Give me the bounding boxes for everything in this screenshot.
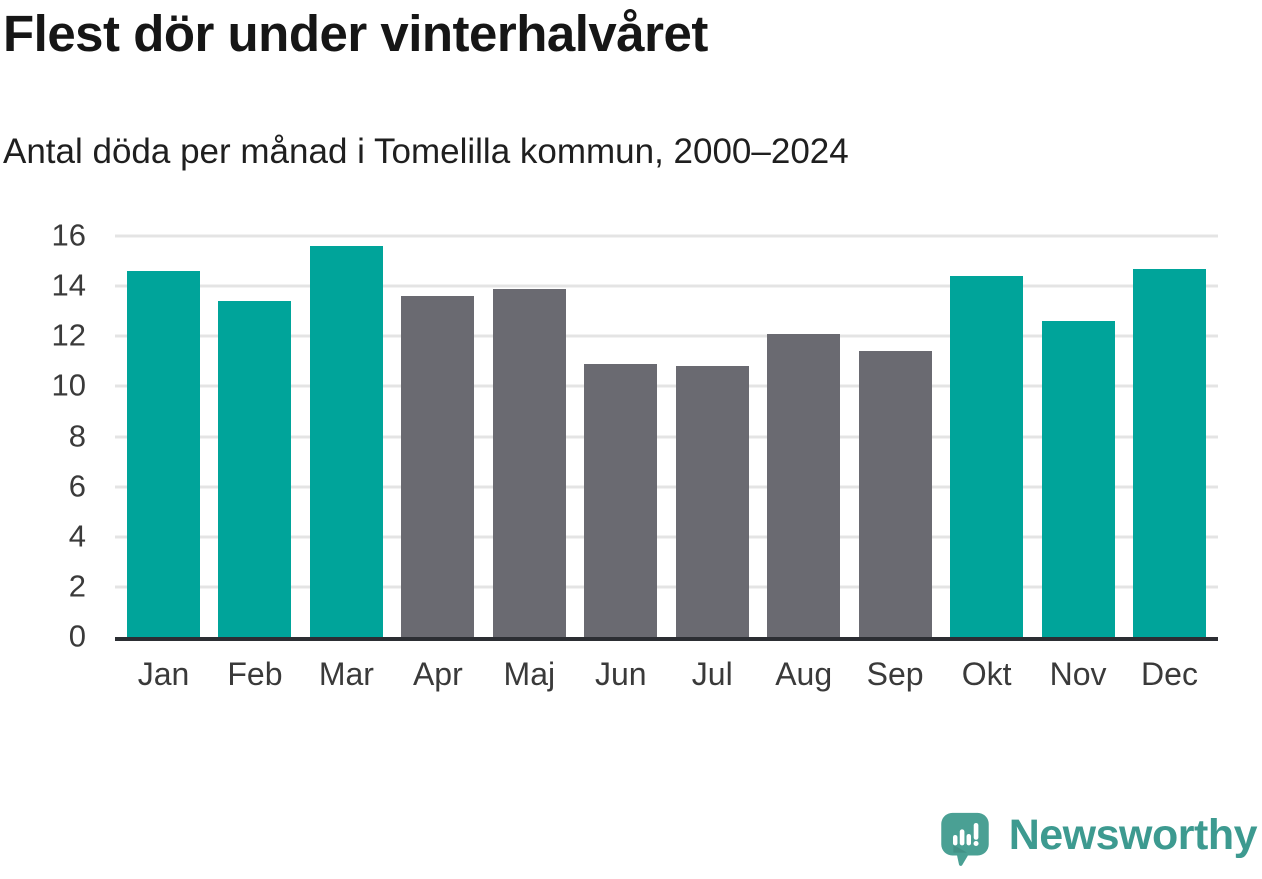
x-axis-label-aug: Aug bbox=[775, 656, 833, 692]
x-axis-label-maj: Maj bbox=[503, 656, 556, 692]
y-axis-tick-label-6: 6 bbox=[68, 467, 86, 503]
y-axis-tick-label-0: 0 bbox=[68, 618, 86, 654]
bars-container bbox=[115, 236, 1218, 637]
bar-dec bbox=[1132, 268, 1206, 637]
gridline-16 bbox=[115, 234, 1218, 238]
bar-sep bbox=[858, 351, 932, 637]
bar-jul bbox=[675, 366, 749, 637]
bar-mar bbox=[309, 246, 383, 637]
gridline-12 bbox=[115, 334, 1218, 338]
y-axis-tick-label-2: 2 bbox=[68, 568, 86, 604]
bar-maj bbox=[492, 288, 566, 637]
x-axis-label-okt: Okt bbox=[961, 656, 1012, 692]
x-axis-label-dec: Dec bbox=[1141, 656, 1198, 692]
bar-jan bbox=[127, 271, 200, 637]
plot-area bbox=[115, 234, 1218, 641]
bar-apr bbox=[401, 296, 475, 637]
brand-name: Newsworthy bbox=[1008, 810, 1258, 859]
newsworthy-logo-icon bbox=[940, 812, 989, 866]
gridline-14 bbox=[115, 284, 1218, 288]
x-axis-label-mar: Mar bbox=[318, 656, 374, 692]
gridline-10 bbox=[115, 384, 1218, 388]
x-axis-label-jan: Jan bbox=[137, 656, 190, 692]
x-axis-label-jun: Jun bbox=[594, 656, 647, 692]
bar-feb bbox=[218, 301, 292, 637]
x-axis-label-sep: Sep bbox=[866, 656, 924, 692]
bar-okt bbox=[950, 276, 1024, 637]
y-axis-tick-label-10: 10 bbox=[51, 367, 86, 403]
newsworthy-logo: Newsworthy bbox=[934, 808, 1258, 872]
y-axis-tick-label-12: 12 bbox=[51, 317, 86, 353]
y-axis-tick-label-14: 14 bbox=[51, 267, 86, 303]
y-axis-tick-label-8: 8 bbox=[68, 417, 86, 453]
gridline-6 bbox=[115, 485, 1218, 489]
gridline-4 bbox=[115, 535, 1218, 539]
gridline-8 bbox=[115, 435, 1218, 438]
y-axis-tick-label-16: 16 bbox=[51, 217, 86, 253]
x-axis-label-feb: Feb bbox=[227, 656, 283, 692]
y-axis-tick-label-4: 4 bbox=[68, 518, 86, 554]
bar-aug bbox=[767, 333, 841, 637]
y-axis: 0 2 4 6 8 10 12 14 16 bbox=[0, 217, 86, 653]
bar-jun bbox=[584, 363, 658, 637]
x-axis-label-nov: Nov bbox=[1049, 656, 1107, 692]
chart-title: Flest dör under vinterhalvåret bbox=[3, 5, 708, 62]
x-axis-label-jul: Jul bbox=[691, 656, 733, 692]
bar-nov bbox=[1041, 321, 1115, 637]
chart-subtitle: Antal döda per månad i Tomelilla kommun,… bbox=[3, 132, 849, 171]
x-axis-label-apr: Apr bbox=[412, 656, 463, 692]
x-axis: Jan Feb Mar Apr Maj Jun Jul Aug Sep Okt Nov Dec bbox=[115, 656, 1218, 693]
gridline-2 bbox=[115, 585, 1218, 589]
